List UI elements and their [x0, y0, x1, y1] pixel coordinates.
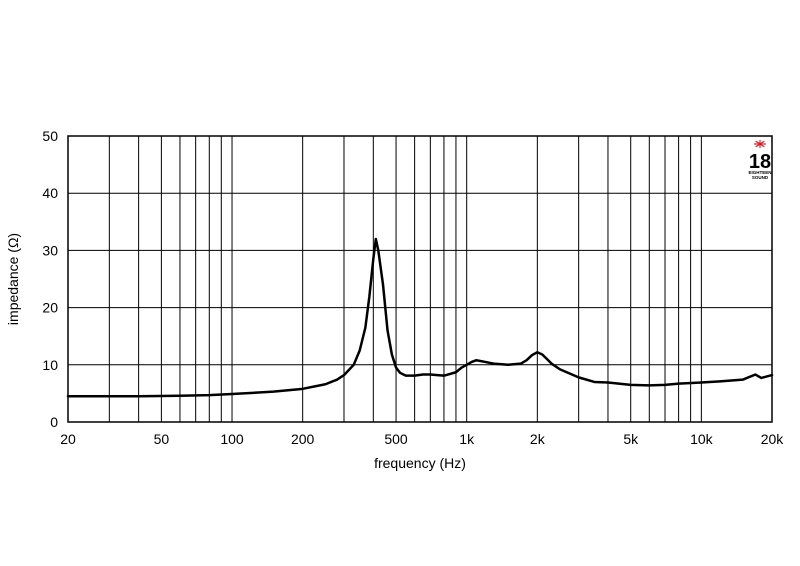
x-tick-label: 200 [291, 431, 315, 447]
y-tick-label: 40 [42, 185, 58, 201]
y-tick-labels: 0 10 20 30 40 50 [42, 128, 58, 430]
y-tick-label: 10 [42, 357, 58, 373]
y-tick-label: 20 [42, 300, 58, 316]
y-tick-label: 30 [42, 242, 58, 258]
x-tick-label: 1k [459, 431, 475, 447]
x-tick-label: 100 [220, 431, 244, 447]
y-tick-label: 50 [42, 128, 58, 144]
x-tick-labels: 20 50 100 200 500 1k 2k 5k 10k 20k [60, 431, 784, 447]
logo-star-icon [754, 140, 766, 148]
x-tick-label: 500 [384, 431, 408, 447]
x-tick-label: 50 [154, 431, 170, 447]
x-tick-label: 10k [690, 431, 714, 447]
y-axis-label: impedance (Ω) [5, 233, 21, 325]
y-tick-label: 0 [50, 414, 58, 430]
series-group [66, 237, 774, 398]
x-tick-label: 20k [761, 431, 785, 447]
brand-logo: 18 EIGHTEEN SOUND [748, 140, 772, 180]
grid [68, 136, 772, 422]
logo-text-line1: EIGHTEEN [748, 170, 771, 175]
logo-number: 18 [749, 151, 771, 173]
plot-frame [67, 135, 773, 423]
x-axis-label: frequency (Hz) [374, 455, 466, 471]
logo-star-ray [755, 140, 765, 148]
series-line-impedance [66, 237, 774, 398]
x-tick-label: 2k [530, 431, 546, 447]
x-tick-label: 5k [623, 431, 639, 447]
logo-text-line2: SOUND [752, 175, 769, 180]
x-tick-label: 20 [60, 431, 76, 447]
